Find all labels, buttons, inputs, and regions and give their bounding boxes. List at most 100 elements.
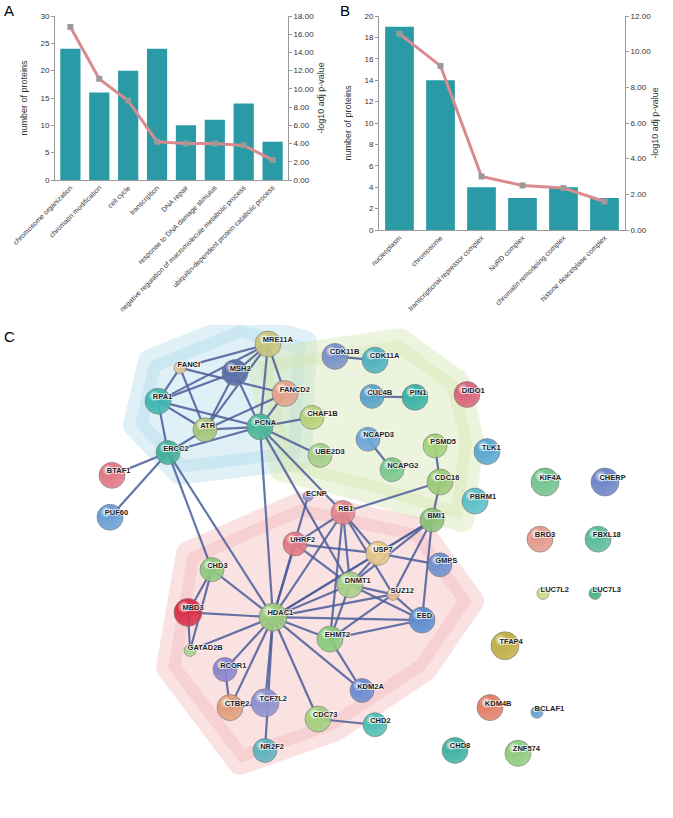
svg-text:LUC7L2: LUC7L2 (541, 585, 569, 594)
svg-text:NR2F2: NR2F2 (260, 742, 284, 751)
svg-text:FANCD2: FANCD2 (280, 385, 310, 394)
svg-text:15: 15 (40, 94, 49, 103)
svg-text:-log10 adj p-value: -log10 adj p-value (650, 87, 660, 159)
svg-text:ECNP: ECNP (306, 489, 327, 498)
svg-text:6.00: 6.00 (294, 121, 310, 130)
svg-text:10.00: 10.00 (631, 47, 652, 56)
svg-text:EED: EED (417, 611, 433, 620)
svg-text:TCF7L2: TCF7L2 (259, 694, 287, 703)
svg-text:0.00: 0.00 (631, 226, 647, 235)
svg-text:16: 16 (364, 55, 373, 64)
svg-text:response to DNA damage stimulu: response to DNA damage stimulus (137, 184, 219, 266)
svg-text:PIN1: PIN1 (410, 388, 427, 397)
svg-text:8: 8 (369, 140, 374, 149)
svg-text:20: 20 (40, 66, 49, 75)
svg-text:10: 10 (364, 119, 373, 128)
svg-text:16.00: 16.00 (294, 30, 315, 39)
svg-text:4.00: 4.00 (294, 139, 310, 148)
svg-text:PSMD5: PSMD5 (430, 437, 456, 446)
svg-text:FANCI: FANCI (178, 360, 201, 369)
svg-text:18: 18 (364, 33, 373, 42)
svg-text:NCAPG2: NCAPG2 (387, 461, 418, 470)
svg-text:histone deacetylase complex: histone deacetylase complex (539, 234, 609, 304)
svg-text:chromatin remodeling complex: chromatin remodeling complex (494, 234, 567, 307)
svg-text:MSH3: MSH3 (230, 364, 251, 373)
svg-text:NCAPD3: NCAPD3 (363, 430, 394, 439)
svg-text:HDAC1: HDAC1 (267, 608, 293, 617)
svg-text:12.00: 12.00 (294, 66, 315, 75)
svg-text:6: 6 (369, 162, 374, 171)
svg-text:CHERP: CHERP (599, 473, 625, 482)
svg-text:nucleoplasm: nucleoplasm (370, 234, 404, 268)
svg-text:cell cycle: cell cycle (106, 184, 132, 210)
svg-text:BTAF1: BTAF1 (107, 466, 131, 475)
svg-text:CHD8: CHD8 (450, 741, 470, 750)
svg-text:DNMT1: DNMT1 (345, 576, 371, 585)
svg-text:SUZ12: SUZ12 (391, 586, 414, 595)
svg-text:GMPS: GMPS (435, 556, 457, 565)
svg-text:25: 25 (40, 39, 49, 48)
svg-text:PCNA: PCNA (255, 418, 277, 427)
svg-text:KIF4A: KIF4A (539, 473, 561, 482)
svg-text:KDM2A: KDM2A (357, 682, 384, 691)
svg-text:2.00: 2.00 (294, 158, 310, 167)
svg-text:UBE2D3: UBE2D3 (315, 447, 345, 456)
svg-text:4.00: 4.00 (631, 154, 647, 163)
svg-text:UHRF2: UHRF2 (290, 535, 315, 544)
svg-text:30: 30 (40, 12, 49, 21)
svg-text:ATR: ATR (200, 421, 215, 430)
svg-text:10.00: 10.00 (294, 85, 315, 94)
svg-text:CDK11B: CDK11B (330, 347, 360, 356)
svg-text:CDK11A: CDK11A (370, 351, 400, 360)
svg-text:PBRM1: PBRM1 (470, 492, 496, 501)
svg-text:8.00: 8.00 (631, 83, 647, 92)
svg-text:CHD2: CHD2 (370, 716, 390, 725)
svg-text:EHMT2: EHMT2 (325, 630, 350, 639)
svg-text:DNA repair: DNA repair (160, 184, 190, 214)
svg-text:PUF60: PUF60 (105, 508, 128, 517)
svg-text:transcriptional repressor comp: transcriptional repressor complex (407, 234, 486, 313)
svg-text:20: 20 (364, 12, 373, 21)
svg-text:BMI1: BMI1 (427, 511, 445, 520)
svg-text:CDC73: CDC73 (313, 710, 338, 719)
svg-text:ubiquitin-dependent protein ca: ubiquitin-dependent protein catabolic pr… (171, 184, 277, 290)
svg-text:CTBP2: CTBP2 (225, 699, 250, 708)
svg-text:TFAP4: TFAP4 (499, 637, 523, 646)
svg-text:BRD3: BRD3 (535, 530, 555, 539)
svg-text:FBXL18: FBXL18 (593, 530, 621, 539)
svg-text:8.00: 8.00 (294, 103, 310, 112)
svg-text:number of proteins: number of proteins (343, 85, 353, 161)
svg-text:CHAF1B: CHAF1B (307, 409, 338, 418)
svg-text:4: 4 (369, 183, 374, 192)
svg-text:0.00: 0.00 (294, 176, 310, 185)
svg-text:GATAD2B: GATAD2B (188, 643, 224, 652)
svg-text:MRE11A: MRE11A (263, 335, 294, 344)
svg-text:CHD3: CHD3 (207, 561, 227, 570)
svg-text:5: 5 (45, 148, 50, 157)
svg-text:10: 10 (40, 121, 49, 130)
svg-text:-log10 adj p-value: -log10 adj p-value (316, 62, 326, 134)
svg-text:6.00: 6.00 (631, 119, 647, 128)
svg-text:CDC16: CDC16 (435, 473, 460, 482)
svg-text:TLK1: TLK1 (482, 443, 501, 452)
svg-text:RPA1: RPA1 (153, 392, 172, 401)
svg-text:LUC7L3: LUC7L3 (593, 585, 621, 594)
svg-text:USP7: USP7 (373, 545, 393, 554)
svg-text:transcription: transcription (128, 184, 161, 217)
svg-text:negative regulation of macromo: negative regulation of macromolecule met… (118, 184, 248, 314)
svg-text:NuRD complex: NuRD complex (487, 234, 526, 273)
svg-text:ZNF574: ZNF574 (513, 744, 541, 753)
svg-text:DIDO1: DIDO1 (462, 386, 485, 395)
svg-text:12: 12 (364, 97, 373, 106)
svg-text:RCOR1: RCOR1 (220, 661, 246, 670)
svg-text:2: 2 (369, 204, 374, 213)
svg-text:MBD3: MBD3 (182, 603, 203, 612)
svg-text:2.00: 2.00 (631, 190, 647, 199)
svg-text:0: 0 (45, 176, 50, 185)
svg-text:ERCC2: ERCC2 (163, 444, 188, 453)
svg-text:chromosome organization: chromosome organization (12, 184, 75, 247)
svg-text:RB1: RB1 (338, 504, 353, 513)
svg-text:KDM4B: KDM4B (485, 699, 512, 708)
svg-text:18.00: 18.00 (294, 12, 315, 21)
svg-text:BCLAF1: BCLAF1 (535, 704, 565, 713)
